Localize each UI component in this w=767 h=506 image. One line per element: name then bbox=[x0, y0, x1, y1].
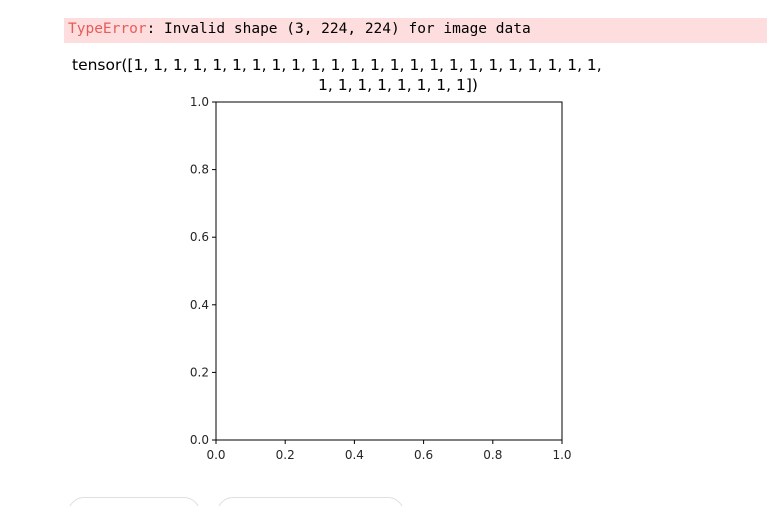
error-output: TypeError: Invalid shape (3, 224, 224) f… bbox=[64, 18, 767, 43]
output-action-button[interactable] bbox=[217, 497, 404, 506]
tensor-output: tensor([1, 1, 1, 1, 1, 1, 1, 1, 1, 1, 1,… bbox=[72, 55, 762, 95]
y-axis: 0.0 0.2 0.4 0.6 0.8 1.0 bbox=[190, 95, 216, 447]
x-tick-label: 0.6 bbox=[414, 448, 433, 462]
empty-plot-figure: 0.0 0.2 0.4 0.6 0.8 1.0 0.0 0.2 0.4 0.6 0.8 1.0 bbox=[160, 92, 590, 482]
plot-axes-frame bbox=[215, 101, 563, 441]
y-tick-label: 0.0 bbox=[190, 433, 209, 447]
y-tick-label: 0.6 bbox=[190, 230, 209, 244]
y-tick-label: 0.2 bbox=[190, 365, 209, 379]
x-tick-label: 0.8 bbox=[483, 448, 502, 462]
x-tick-label: 0.0 bbox=[206, 448, 225, 462]
output-toggle-button[interactable] bbox=[68, 497, 200, 506]
tensor-output-line-1: tensor([1, 1, 1, 1, 1, 1, 1, 1, 1, 1, 1,… bbox=[72, 56, 602, 74]
x-tick-label: 1.0 bbox=[552, 448, 571, 462]
x-tick-label: 0.2 bbox=[276, 448, 295, 462]
y-tick-label: 0.8 bbox=[190, 163, 209, 177]
error-message: : Invalid shape (3, 224, 224) for image … bbox=[146, 21, 531, 37]
x-axis: 0.0 0.2 0.4 0.6 0.8 1.0 bbox=[206, 440, 572, 462]
tensor-output-line-2: 1, 1, 1, 1, 1, 1, 1, 1]) bbox=[318, 76, 478, 94]
error-line: TypeError: Invalid shape (3, 224, 224) f… bbox=[68, 21, 531, 37]
plot-svg: 0.0 0.2 0.4 0.6 0.8 1.0 0.0 0.2 0.4 0.6 0.8 1.0 bbox=[190, 95, 572, 462]
y-tick-label: 0.4 bbox=[190, 298, 209, 312]
x-tick-label: 0.4 bbox=[345, 448, 364, 462]
error-name: TypeError bbox=[68, 21, 147, 37]
y-tick-label: 1.0 bbox=[190, 95, 209, 109]
